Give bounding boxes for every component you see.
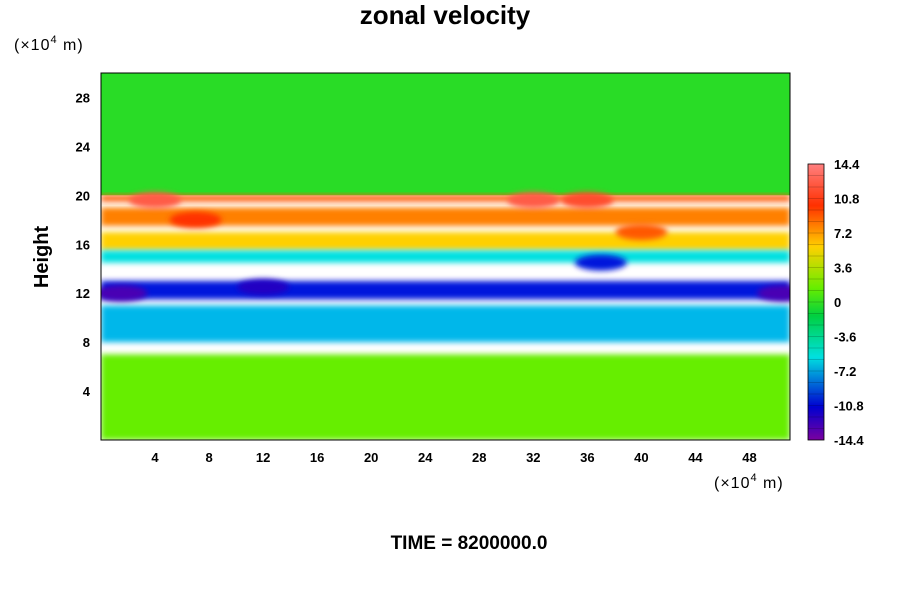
y-tick-label: 16: [76, 237, 90, 252]
time-label: TIME = 8200000.0: [391, 533, 548, 554]
colorbar-label: -7.2: [834, 364, 856, 379]
velocity-feature: [507, 192, 560, 209]
x-tick-label: 32: [526, 450, 540, 465]
colorbar-label: 14.4: [834, 157, 860, 172]
colorbar: [807, 163, 825, 441]
velocity-layer: [101, 354, 790, 440]
velocity-feature: [169, 211, 222, 228]
velocity-layer: [101, 195, 790, 202]
x-tick-label: 40: [634, 450, 648, 465]
y-axis-label: Height: [31, 226, 53, 289]
y-tick-label: 20: [76, 188, 90, 203]
y-tick-label: 28: [76, 90, 90, 105]
y-tick-label: 24: [76, 139, 91, 154]
chart-title: zonal velocity: [360, 0, 531, 30]
colorbar-label: 10.8: [834, 192, 859, 207]
y-tick-label: 4: [83, 384, 91, 399]
velocity-feature: [615, 224, 668, 241]
velocity-field: [101, 73, 790, 440]
velocity-feature: [561, 192, 614, 209]
velocity-layer: [101, 207, 790, 226]
colorbar-divisions: [808, 175, 824, 429]
velocity-feature: [757, 285, 790, 302]
plot-frame: [100, 72, 791, 441]
x-axis-ticks: 4 8 12 16 20 24 28 32 36 40 44 48: [151, 450, 756, 465]
x-tick-label: 12: [256, 450, 270, 465]
x-tick-label: 48: [742, 450, 756, 465]
colorbar-label: 3.6: [834, 261, 852, 276]
velocity-feature: [101, 285, 148, 302]
x-tick-label: 4: [151, 450, 159, 465]
velocity-layer: [101, 250, 790, 263]
x-tick-label: 20: [364, 450, 378, 465]
colorbar-label: 7.2: [834, 226, 852, 241]
velocity-feature: [129, 192, 182, 209]
x-axis-unit: (×104 m): [714, 472, 784, 492]
colorbar-label: -14.4: [834, 433, 864, 448]
x-tick-label: 28: [472, 450, 486, 465]
velocity-layer: [101, 305, 790, 343]
velocity-layer: [101, 73, 790, 196]
x-tick-label: 36: [580, 450, 594, 465]
y-axis-ticks: 4 8 12 16 20 24 28: [76, 90, 91, 399]
colorbar-labels: 14.4 10.8 7.2 3.6 0 -3.6 -7.2 -10.8 -14.4: [834, 157, 864, 448]
velocity-feature: [574, 254, 627, 271]
x-tick-label: 24: [418, 450, 433, 465]
colorbar-label: 0: [834, 295, 841, 310]
y-axis-unit: (×104 m): [14, 34, 84, 54]
y-tick-label: 8: [83, 335, 90, 350]
x-tick-label: 8: [205, 450, 212, 465]
velocity-feature: [237, 279, 290, 296]
velocity-layer: [101, 232, 790, 251]
colorbar-label: -3.6: [834, 330, 856, 345]
velocity-layer: [101, 280, 790, 300]
colorbar-label: -10.8: [834, 399, 864, 414]
x-tick-label: 16: [310, 450, 324, 465]
y-tick-label: 12: [76, 286, 90, 301]
x-tick-label: 44: [688, 450, 703, 465]
